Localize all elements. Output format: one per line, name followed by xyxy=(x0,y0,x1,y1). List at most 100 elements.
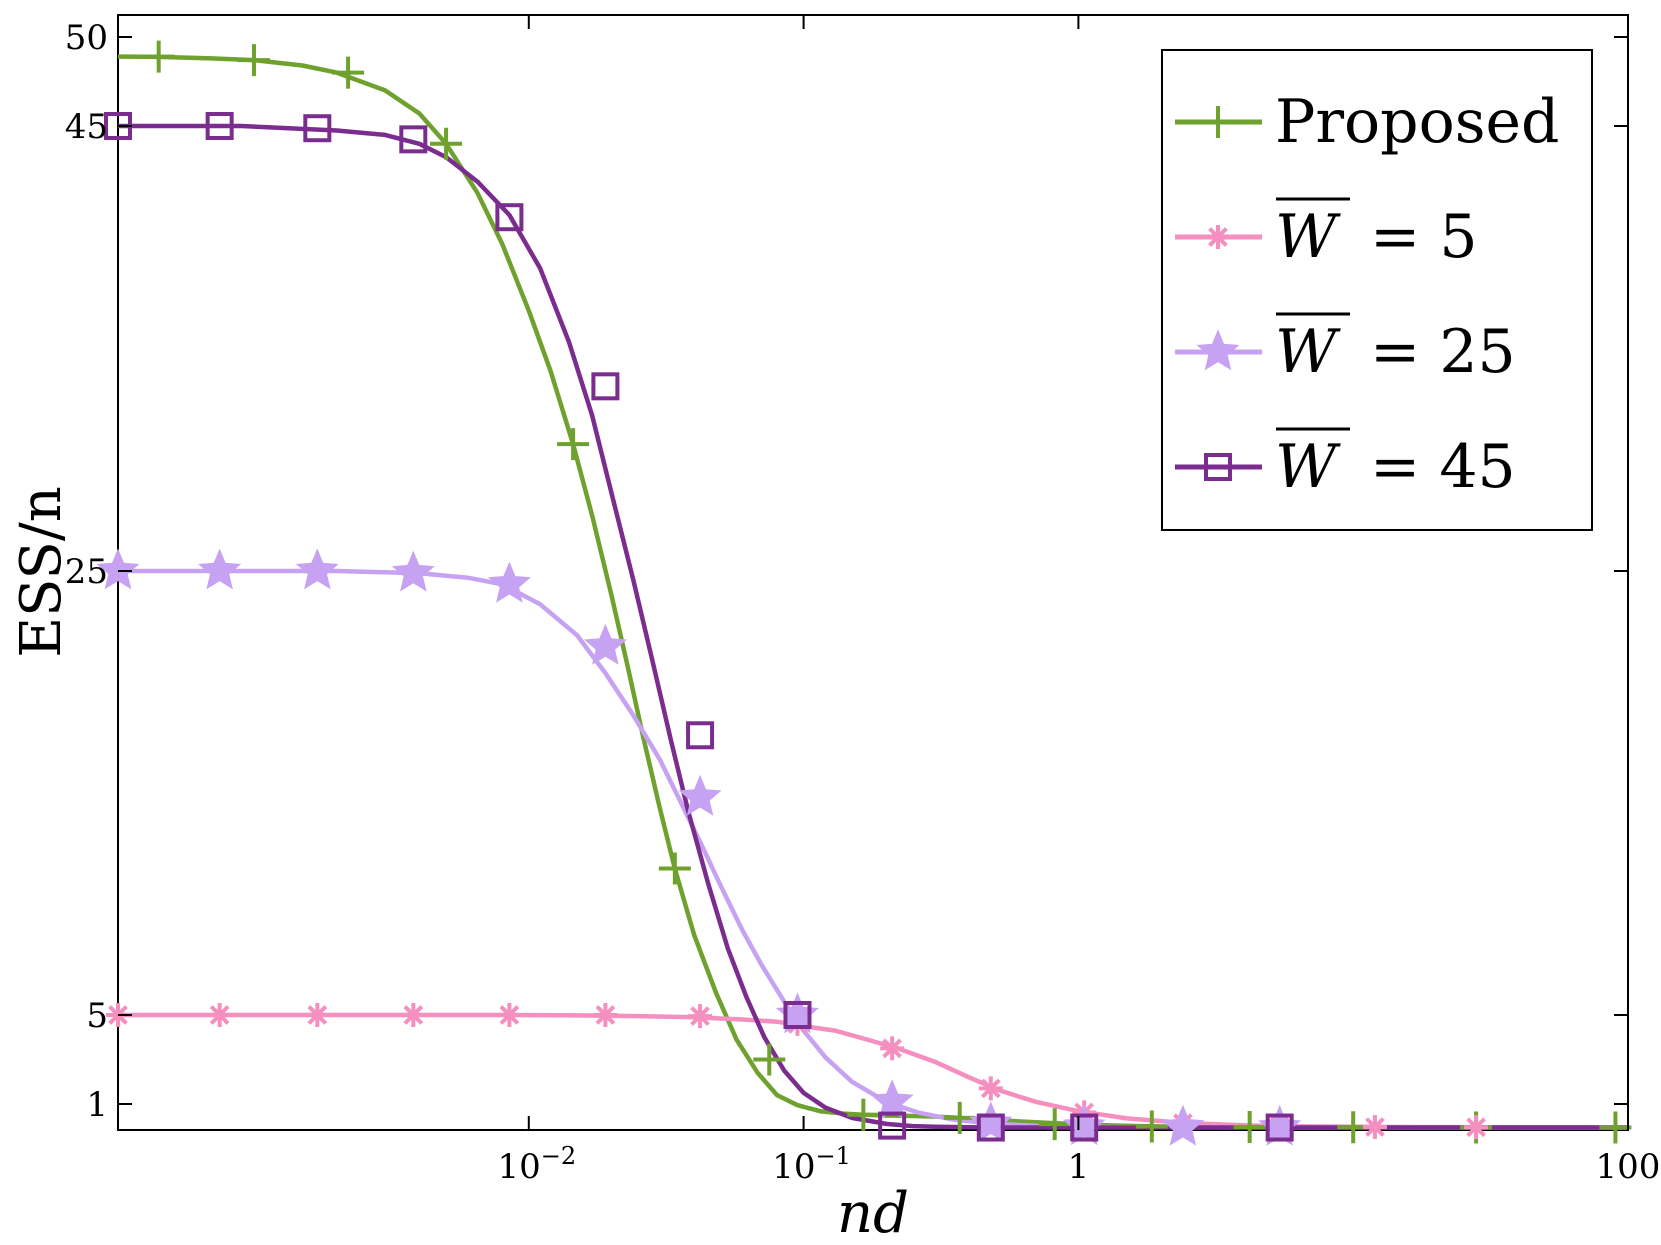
series-3-marker-shape xyxy=(783,1001,812,1029)
series-0-marker-shape xyxy=(1135,1110,1168,1143)
legend-box xyxy=(1161,49,1593,531)
y-tick-label: 5 xyxy=(86,996,108,1036)
series-3-marker-shape xyxy=(686,721,715,750)
series-1-marker-shape xyxy=(1464,1115,1489,1140)
series-0-marker-shape xyxy=(1233,1111,1266,1144)
x-axis-label: nd xyxy=(837,1181,909,1240)
series-0-marker-shape xyxy=(332,56,365,89)
series-1-marker-shape xyxy=(497,1003,522,1027)
series-1-marker-shape xyxy=(688,1004,713,1029)
series-1-marker xyxy=(401,1003,426,1027)
series-0-marker-shape xyxy=(557,428,590,461)
legend-label-2: = 25 xyxy=(1370,317,1516,387)
series-3-marker xyxy=(878,1111,907,1140)
series-0-marker-shape xyxy=(847,1098,880,1131)
series-2-marker xyxy=(487,561,531,603)
series-2-marker-shape xyxy=(969,1101,1013,1143)
series-0-marker-shape xyxy=(753,1043,786,1076)
series-3-marker xyxy=(591,372,620,401)
legend-marker-0-shape xyxy=(1202,106,1234,138)
series-3-marker xyxy=(495,203,524,232)
series-3-marker xyxy=(1265,1113,1294,1142)
series-1-marker xyxy=(593,1003,618,1027)
series-3-marker-shape xyxy=(1265,1113,1294,1142)
legend-marker-0 xyxy=(1202,106,1234,138)
series-2-marker-shape xyxy=(391,550,435,592)
series-0-marker xyxy=(557,428,590,461)
y-tick-label: 50 xyxy=(65,18,108,58)
series-2-marker xyxy=(678,774,722,816)
legend-label-1: = 5 xyxy=(1370,202,1478,272)
series-3-marker-shape xyxy=(878,1111,907,1140)
series-1-marker-shape xyxy=(207,1003,232,1027)
series-1-marker-shape xyxy=(305,1003,330,1027)
series-2-marker-shape xyxy=(96,548,140,590)
x-tick-label: 100 xyxy=(1596,1147,1661,1187)
legend-marker-1-shape xyxy=(1206,225,1230,249)
series-2-marker-shape xyxy=(1062,1104,1106,1146)
series-2-marker xyxy=(870,1079,914,1121)
series-1-marker-shape xyxy=(1362,1115,1387,1140)
series-3-marker-shape xyxy=(1070,1113,1099,1142)
series-0-marker-shape xyxy=(658,852,691,885)
series-0-marker xyxy=(1599,1111,1632,1144)
series-2-marker-shape xyxy=(775,992,819,1034)
legend-symbol-1: W xyxy=(1275,202,1341,272)
series-3-marker-shape xyxy=(495,203,524,232)
legend-marker-3 xyxy=(1204,453,1232,481)
legend-symbol-3: W xyxy=(1275,432,1341,502)
series-0-marker xyxy=(332,56,365,89)
series-0-marker xyxy=(943,1101,976,1134)
series-3-marker xyxy=(303,114,332,143)
series-3-marker xyxy=(399,125,428,154)
legend-marker-2-shape xyxy=(1196,329,1240,371)
series-3-marker-shape xyxy=(205,112,234,140)
x-tick-label: 1 xyxy=(1068,1147,1090,1187)
series-0-marker xyxy=(1038,1108,1071,1141)
legend-marker-2 xyxy=(1196,329,1240,371)
series-1-marker xyxy=(978,1076,1003,1101)
series-1-marker xyxy=(880,1036,905,1061)
y-tick-label: 45 xyxy=(65,107,108,147)
series-1-marker-shape xyxy=(978,1076,1003,1101)
series-0-marker-shape xyxy=(142,40,175,73)
legend-marker-1 xyxy=(1206,225,1230,249)
series-0-marker-shape xyxy=(237,44,270,77)
series-1-marker xyxy=(1464,1115,1489,1140)
series-1-marker xyxy=(305,1003,330,1027)
series-2-marker xyxy=(1258,1104,1302,1146)
series-2-marker xyxy=(391,550,435,592)
series-0-marker xyxy=(430,127,463,160)
x-tick-label: 10−1 xyxy=(772,1142,851,1187)
legend: Proposed W = 5 W = 25 W = 45 xyxy=(1161,49,1593,531)
series-0-marker xyxy=(847,1098,880,1131)
series-0-marker xyxy=(753,1043,786,1076)
series-0-marker-shape xyxy=(1038,1108,1071,1141)
series-1-marker xyxy=(688,1004,713,1029)
series-0-marker xyxy=(1135,1110,1168,1143)
series-2-marker-shape xyxy=(198,548,242,590)
y-tick-label: 25 xyxy=(65,552,108,592)
series-2-marker-shape xyxy=(295,548,339,590)
series-3-marker-shape xyxy=(303,114,332,143)
series-2-marker xyxy=(96,548,140,590)
series-1-marker-shape xyxy=(401,1003,426,1027)
legend-label-3: = 45 xyxy=(1370,432,1516,502)
series-2-marker-shape xyxy=(1161,1104,1205,1146)
series-2-marker xyxy=(775,992,819,1034)
axis-ticks: 10−2 10−1 1 100 1 5 25 45 50 xyxy=(65,15,1661,1187)
series-1-marker xyxy=(1362,1115,1387,1140)
series-0-marker-shape xyxy=(943,1101,976,1134)
series-2-marker-shape xyxy=(870,1079,914,1121)
series-1-marker-shape xyxy=(880,1036,905,1061)
series-0-marker xyxy=(142,40,175,73)
series-0-marker xyxy=(1233,1111,1266,1144)
series-2-marker xyxy=(969,1101,1013,1143)
legend-marker-3-shape xyxy=(1204,453,1232,481)
x-tick-label: 10−2 xyxy=(497,1142,576,1187)
series-3-marker-shape xyxy=(591,372,620,401)
legend-label-0: Proposed xyxy=(1275,87,1559,157)
series-2-marker xyxy=(295,548,339,590)
